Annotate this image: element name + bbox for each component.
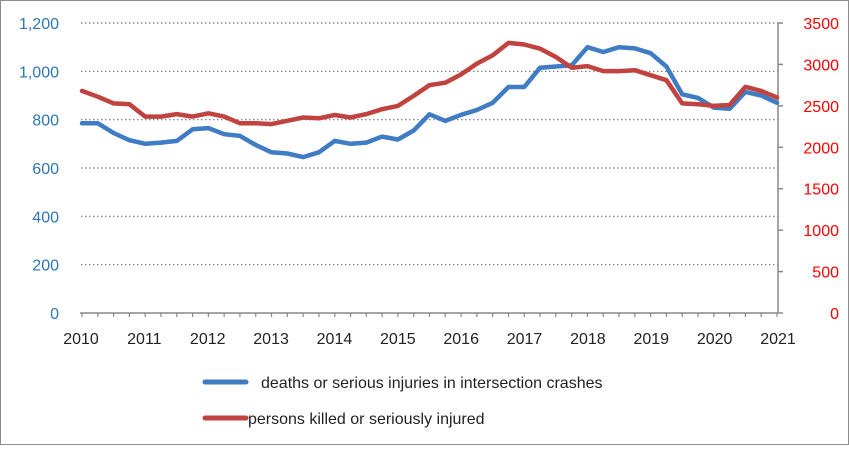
legend-label-ksi: persons killed or seriously injured — [248, 411, 485, 428]
x-axis-tick-label: 2020 — [697, 331, 733, 348]
x-axis-tick-label: 2017 — [507, 331, 543, 348]
x-axis-tick-label: 2021 — [760, 331, 796, 348]
x-axis-tick-label: 2014 — [317, 331, 353, 348]
left-axis-tick-label: 800 — [32, 113, 59, 130]
series-line-intersection — [79, 44, 780, 160]
x-axis-tick-label: 2010 — [63, 331, 99, 348]
x-axis-tick-label: 2011 — [127, 331, 162, 348]
right-axis-tick-label: 2500 — [803, 99, 839, 116]
x-axis-tick-label: 2019 — [633, 331, 669, 348]
left-axis-tick-label: 1,200 — [19, 16, 59, 33]
left-axis-tick-label: 0 — [50, 306, 59, 323]
legend-label-intersection: deaths or serious injuries in intersecti… — [261, 375, 603, 392]
x-axis-tick-label: 2012 — [190, 331, 226, 348]
right-axis-tick-label: 3500 — [803, 16, 839, 33]
right-axis-tick-label: 3000 — [803, 57, 839, 74]
x-axis-tick-label: 2015 — [380, 331, 416, 348]
right-axis-tick-label: 500 — [812, 265, 839, 282]
left-axis-tick-label: 1,000 — [19, 64, 59, 81]
left-axis-tick-label: 600 — [32, 161, 59, 178]
right-axis-tick-label: 1000 — [803, 223, 839, 240]
series-line-ksi — [79, 40, 780, 127]
right-axis-tick-label: 2000 — [803, 140, 839, 157]
x-axis-tick-label: 2016 — [443, 331, 479, 348]
left-axis-tick-label: 400 — [32, 209, 59, 226]
right-axis-tick-label: 1500 — [803, 182, 839, 199]
left-axis-tick-label: 200 — [32, 258, 59, 275]
x-axis-tick-label: 2018 — [570, 331, 606, 348]
right-axis-tick-label: 0 — [830, 306, 839, 323]
x-axis-tick-label: 2013 — [253, 331, 289, 348]
